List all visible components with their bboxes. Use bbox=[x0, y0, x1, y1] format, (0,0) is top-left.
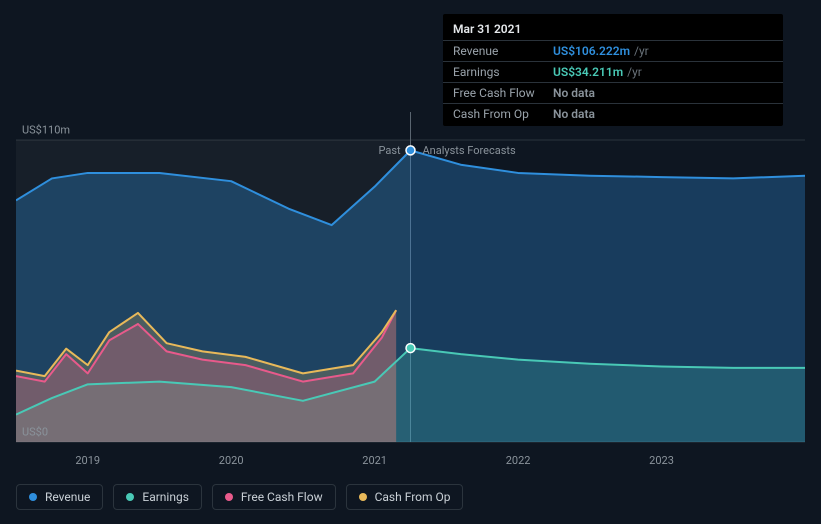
tooltip-value: US$106.222m bbox=[553, 43, 630, 59]
legend-swatch bbox=[225, 493, 233, 501]
x-tick-label: 2021 bbox=[362, 454, 387, 467]
tooltip-row: Cash From OpNo data bbox=[443, 103, 783, 124]
legend-swatch bbox=[29, 493, 37, 501]
tooltip-date: Mar 31 2021 bbox=[443, 20, 783, 40]
tooltip-key: Free Cash Flow bbox=[453, 85, 553, 101]
forecast-label: Analysts Forecasts bbox=[423, 144, 516, 157]
tooltip-key: Revenue bbox=[453, 43, 553, 59]
tooltip-row: RevenueUS$106.222m/yr bbox=[443, 40, 783, 61]
x-tick-label: 2022 bbox=[506, 454, 531, 467]
legend-label: Earnings bbox=[142, 490, 189, 504]
tooltip-value: No data bbox=[553, 85, 595, 101]
tooltip-value: No data bbox=[553, 106, 595, 122]
y-tick-label: US$110m bbox=[22, 124, 70, 137]
x-tick-label: 2020 bbox=[219, 454, 244, 467]
legend-label: Cash From Op bbox=[375, 490, 451, 504]
tooltip-row: EarningsUS$34.211m/yr bbox=[443, 61, 783, 82]
legend-item-revenue[interactable]: Revenue bbox=[16, 484, 103, 510]
past-label: Past bbox=[379, 144, 401, 157]
legend-label: Revenue bbox=[45, 490, 90, 504]
x-tick-label: 2023 bbox=[649, 454, 674, 467]
tooltip-value: US$34.211m bbox=[553, 64, 623, 80]
legend-swatch bbox=[126, 493, 134, 501]
data-tooltip: Mar 31 2021 RevenueUS$106.222m/yrEarning… bbox=[443, 14, 783, 126]
tooltip-unit: /yr bbox=[627, 64, 642, 80]
legend-label: Free Cash Flow bbox=[241, 490, 323, 504]
tooltip-unit: /yr bbox=[634, 43, 649, 59]
x-tick-label: 2019 bbox=[75, 454, 100, 467]
legend-item-earnings[interactable]: Earnings bbox=[113, 484, 202, 510]
tooltip-key: Cash From Op bbox=[453, 106, 553, 122]
legend-swatch bbox=[359, 493, 367, 501]
y-tick-label: US$0 bbox=[22, 426, 48, 439]
tooltip-row: Free Cash FlowNo data bbox=[443, 82, 783, 103]
legend-item-cfo[interactable]: Cash From Op bbox=[346, 484, 464, 510]
tooltip-key: Earnings bbox=[453, 64, 553, 80]
legend: Revenue Earnings Free Cash Flow Cash From O… bbox=[16, 484, 463, 510]
legend-item-fcf[interactable]: Free Cash Flow bbox=[212, 484, 336, 510]
